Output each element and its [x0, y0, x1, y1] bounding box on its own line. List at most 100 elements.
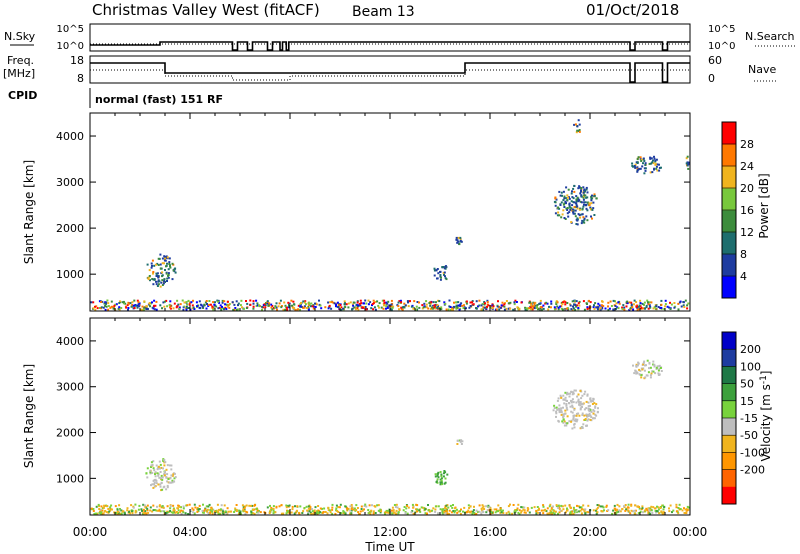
data-cell: [119, 300, 122, 303]
data-cell: [485, 511, 488, 514]
data-cell: [397, 511, 400, 514]
data-cell: [100, 306, 103, 309]
data-cell: [448, 509, 451, 512]
y-tick-label: 2000: [56, 222, 84, 235]
data-cell: [460, 508, 462, 511]
data-cell: [385, 307, 387, 310]
data-cell: [569, 304, 572, 307]
data-cell: [574, 418, 577, 421]
data-cell: [573, 123, 576, 126]
data-cell: [152, 504, 155, 507]
data-cell: [560, 413, 563, 416]
data-cell: [103, 302, 106, 305]
xlabel: Time UT: [364, 540, 415, 554]
data-cell: [560, 407, 563, 410]
data-cell: [578, 129, 581, 131]
data-cell: [572, 512, 575, 515]
data-cell: [560, 216, 563, 219]
data-cell: [131, 512, 134, 515]
data-cell: [157, 280, 160, 283]
data-cell: [640, 158, 643, 161]
data-cell: [570, 200, 573, 203]
data-cell: [565, 207, 568, 210]
data-cell: [146, 308, 149, 310]
data-cell: [163, 464, 166, 467]
data-cell: [574, 300, 577, 302]
data-cell: [342, 510, 345, 513]
data-cell: [168, 303, 171, 306]
data-cell: [496, 305, 499, 308]
data-cell: [572, 187, 575, 190]
data-cell: [578, 300, 581, 303]
data-cell: [191, 307, 194, 310]
data-cell: [575, 420, 578, 423]
data-cell: [549, 510, 552, 513]
data-cell: [586, 393, 589, 396]
x-tick-label: 08:00: [273, 525, 308, 539]
data-cell: [569, 208, 572, 211]
data-cell: [660, 303, 663, 306]
data-cell: [595, 509, 597, 512]
data-cell: [429, 304, 432, 307]
data-cell: [161, 476, 164, 479]
data-cell: [603, 509, 605, 512]
data-cell: [241, 504, 244, 507]
data-cell: [126, 304, 129, 307]
data-cell: [450, 511, 453, 514]
data-cell: [155, 280, 157, 283]
data-cell: [592, 417, 595, 420]
data-cell: [360, 505, 363, 508]
data-cell: [151, 463, 154, 466]
data-cell: [564, 391, 567, 394]
data-cell: [314, 306, 317, 308]
data-cell: [287, 301, 290, 304]
data-cell: [362, 302, 365, 305]
data-cell: [196, 510, 199, 513]
data-cell: [267, 303, 270, 306]
data-cell: [349, 301, 352, 304]
data-cell: [362, 306, 365, 309]
data-cell: [364, 306, 367, 308]
data-cell: [572, 212, 575, 215]
data-cell: [411, 510, 414, 513]
data-cell: [573, 508, 575, 511]
data-cell: [331, 506, 334, 509]
data-cell: [137, 508, 140, 511]
data-cell: [636, 166, 639, 169]
data-cell: [655, 305, 658, 308]
data-cell: [481, 504, 484, 507]
data-cell: [131, 510, 133, 513]
data-cell: [400, 306, 403, 309]
data-cell: [166, 473, 169, 476]
data-cell: [155, 263, 158, 266]
data-cell: [588, 409, 591, 412]
data-cell: [654, 372, 657, 375]
data-cell: [151, 483, 154, 486]
data-cell: [533, 506, 536, 509]
data-cell: [583, 188, 586, 191]
data-cell: [555, 406, 558, 409]
data-cell: [406, 504, 409, 507]
data-cell: [558, 508, 561, 510]
data-cell: [95, 512, 98, 515]
data-cell: [686, 304, 689, 307]
data-cell: [657, 506, 660, 509]
data-cell: [573, 206, 576, 209]
data-cell: [268, 510, 271, 513]
y-tick-label: 3000: [56, 176, 84, 189]
data-cell: [216, 503, 219, 506]
data-cell: [586, 219, 589, 222]
data-cell: [649, 376, 652, 379]
data-cell: [502, 512, 505, 514]
data-cell: [570, 399, 572, 402]
data-cell: [491, 304, 494, 307]
data-cell: [440, 308, 443, 311]
data-cell: [649, 374, 652, 377]
data-cell: [153, 278, 156, 281]
data-cell: [196, 305, 199, 308]
data-cell: [452, 308, 454, 311]
data-cell: [172, 504, 175, 507]
data-cell: [626, 300, 629, 303]
data-cell: [658, 512, 661, 515]
